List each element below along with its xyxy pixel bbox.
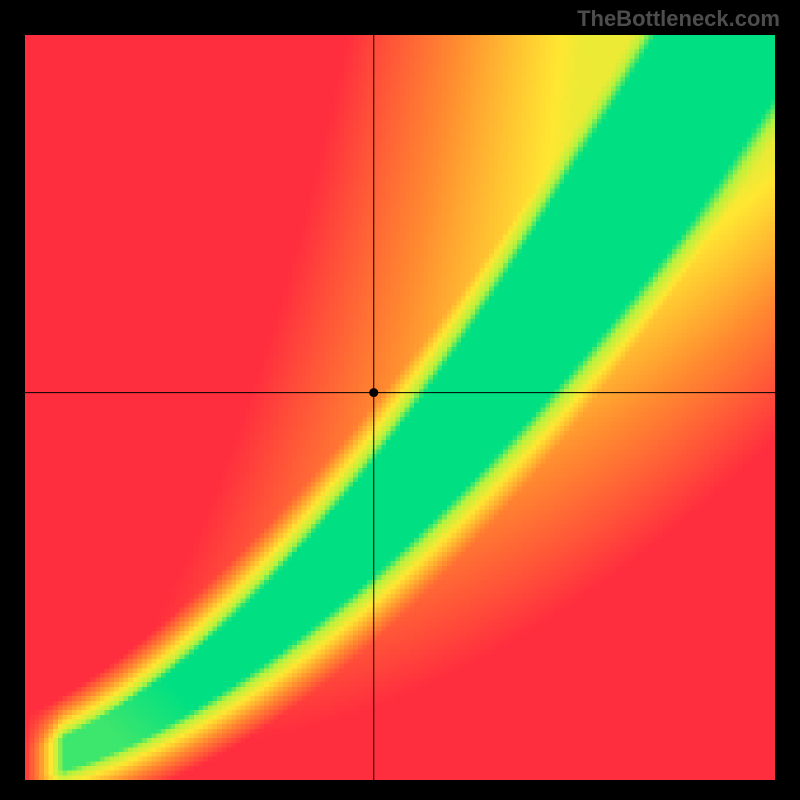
crosshair-marker [369, 388, 378, 397]
chart-container: TheBottleneck.com [0, 0, 800, 800]
crosshair-overlay [0, 0, 800, 800]
watermark-text: TheBottleneck.com [577, 6, 780, 32]
